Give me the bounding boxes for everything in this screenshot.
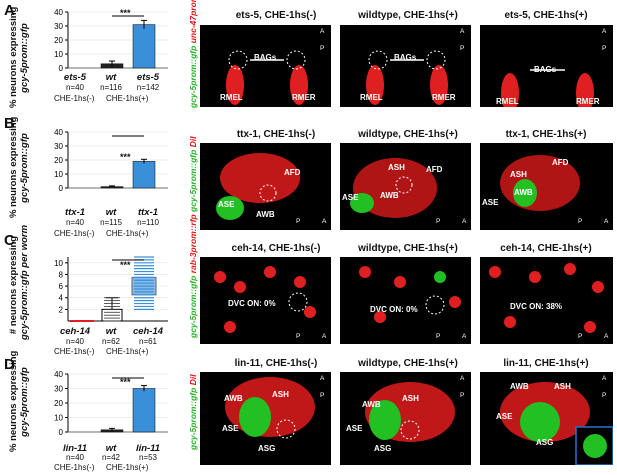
n-value: n=53	[138, 453, 158, 462]
significance-d: ***	[120, 377, 131, 387]
micrograph-d3: AWB ASH ASE ASG A P	[480, 372, 613, 465]
image-title-a3: ets-5, CHE-1hs(+)	[504, 10, 588, 21]
y-tick-label: 10	[54, 414, 63, 423]
image-title-a2: wildtype, CHE-1hs(+)	[358, 10, 458, 21]
che-label-minus: CHE-1hs(-)	[54, 463, 95, 472]
n-value: n=40	[65, 83, 85, 92]
category-label: ets-5	[63, 72, 87, 83]
micrograph-b1: AFD ASE AWB P A	[200, 143, 331, 230]
che-label-minus: CHE-1hs(-)	[54, 347, 95, 356]
category-label: ets-5	[136, 72, 160, 83]
micrograph-b3: AFD ASH AWB ASE P A	[480, 143, 613, 230]
image-title-b1: ttx-1, CHE-1hs(-)	[236, 129, 316, 140]
che-label-minus: CHE-1hs(-)	[54, 94, 95, 103]
category-label: ceh-14	[132, 326, 164, 337]
che-label-plus: CHE-1hs(+)	[106, 94, 149, 103]
y-tick-label: 8	[59, 270, 64, 279]
micrograph-d2: AWB ASH ASE ASG A P	[340, 372, 471, 465]
y-tick-label: 6	[59, 282, 64, 291]
che-label-minus: CHE-1hs(-)	[54, 229, 95, 238]
category-label: lin-11	[62, 443, 88, 454]
n-value: n=42	[101, 453, 121, 462]
category-label: ttx-1	[64, 207, 86, 218]
y-axis-label-b: % neurons expressing gcy-5prom::gfp	[8, 116, 30, 218]
category-label: ceh-14	[59, 326, 91, 337]
image-title-b3: ttx-1, CHE-1hs(+)	[505, 129, 587, 140]
image-title-d1: lin-11, CHE-1hs(-)	[234, 358, 318, 369]
image-title-a1: ets-5, CHE-1hs(-)	[235, 10, 317, 21]
category-label: wt	[105, 72, 117, 83]
y-tick-label: 10	[54, 170, 63, 179]
y-tick-label: 10	[54, 259, 63, 268]
bar	[132, 388, 156, 433]
n-value: n=116	[100, 83, 122, 92]
significance-c: ***	[120, 260, 131, 270]
y-tick-label: 20	[54, 36, 63, 45]
reporter-label-c: gcy-5prom::gfp rab-3prom::rfp	[188, 214, 198, 338]
bar	[132, 24, 156, 69]
n-value: n=40	[65, 337, 85, 346]
bar	[132, 161, 156, 189]
n-value: n=40	[65, 218, 85, 227]
category-label: lin-11	[135, 443, 161, 454]
micrograph-c3: DVC ON: 38% P A	[480, 257, 613, 344]
y-tick-label: 0	[59, 428, 64, 437]
significance-a: ***	[120, 8, 131, 18]
y-tick-label: 2	[59, 305, 64, 314]
image-title-c3: ceh-14, CHE-1hs(+)	[500, 243, 592, 254]
y-tick-label: 40	[54, 8, 63, 17]
micrograph-d1: AWB ASH ASE ASG A P	[200, 372, 331, 465]
y-tick-label: 30	[54, 22, 63, 31]
category-label: wt	[105, 443, 117, 454]
y-tick-label: 30	[54, 385, 63, 394]
micrograph-c1: DVC ON: 0% P A	[200, 257, 331, 344]
significance-b: ***	[120, 152, 131, 162]
micrograph-a3: BAGs RMEL RMER A P	[480, 25, 613, 107]
n-value: n=61	[138, 337, 158, 346]
y-tick-label: 4	[59, 294, 64, 303]
image-title-d3: lin-11, CHE-1hs(+)	[503, 358, 589, 369]
micrograph-b2: ASH AFD AWB ASE P A	[340, 143, 471, 230]
reporter-label-b: gcy-5prom::gfp DiI	[188, 136, 198, 212]
micrograph-a1: BAGs RMEL RMER A P	[200, 25, 331, 107]
bar-chart-d: 0 10 20 30 40	[50, 370, 170, 437]
scatter-chart-c: 2 4 6 8 10	[50, 255, 170, 325]
y-axis-label-d: % neurons expressing gcy-5prom::gfp	[8, 350, 30, 452]
image-title-c2: wildtype, CHE-1hs(+)	[358, 243, 458, 254]
n-value: n=40	[65, 453, 85, 462]
panel-letter-a: A	[4, 2, 15, 19]
micrograph-c2: DVC ON: 0% P A	[340, 257, 471, 344]
category-label: wt	[105, 207, 117, 218]
reporter-label-a: gcy-5prom::gfp unc-47prom::mCherry	[188, 0, 198, 108]
y-axis-label-c: # neurons expressing gcy-5prom::gfp per w…	[8, 224, 30, 340]
category-label: ttx-1	[137, 207, 159, 218]
category-label: wt	[105, 326, 117, 337]
image-title-c1: ceh-14, CHE-1hs(-)	[231, 243, 321, 254]
che-label-plus: CHE-1hs(+)	[106, 463, 149, 472]
y-tick-label: 10	[54, 50, 63, 59]
image-title-d2: wildtype, CHE-1hs(+)	[358, 358, 458, 369]
y-tick-label: 20	[54, 399, 63, 408]
y-axis-label-a: % neurons expressing gcy-5prom::gfp	[8, 6, 30, 108]
bar-chart-b: 0 10 20 30 40	[50, 128, 170, 193]
reporter-label-d: gcy-5prom::gfp DiI	[188, 374, 198, 450]
n-value: n=62	[101, 337, 121, 346]
y-tick-label: 0	[59, 64, 64, 73]
che-label-plus: CHE-1hs(+)	[106, 347, 149, 356]
che-label-plus: CHE-1hs(+)	[106, 229, 149, 238]
bar-chart-a: 0 10 20 30 40	[50, 8, 170, 73]
image-title-b2: wildtype, CHE-1hs(+)	[358, 129, 458, 140]
y-tick-label: 30	[54, 142, 63, 151]
panel-letter-d: D	[4, 356, 15, 373]
n-value: n=115	[100, 218, 122, 227]
n-value: n=110	[137, 218, 159, 227]
y-tick-label: 20	[54, 156, 63, 165]
n-value: n=142	[136, 83, 160, 92]
panel-letter-b: B	[4, 115, 15, 132]
y-tick-label: 40	[54, 370, 63, 379]
y-tick-label: 0	[59, 184, 64, 193]
micrograph-a2: BAGs RMEL RMER A P	[340, 25, 471, 107]
y-tick-label: 40	[54, 128, 63, 137]
panel-letter-c: C	[4, 232, 15, 249]
